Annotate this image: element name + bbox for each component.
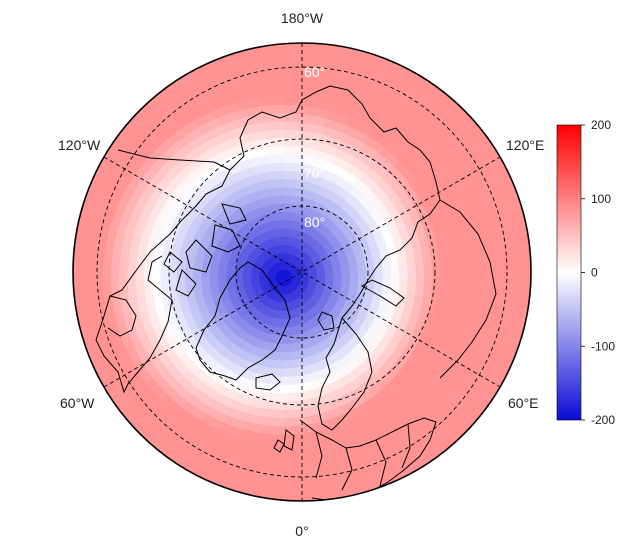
lon-label-upper-right: 120°E [506,137,544,153]
lon-label-top: 180°W [281,10,324,26]
field-cell [284,269,286,278]
russia-interior-border [439,199,497,379]
field-cell [284,272,291,278]
field-cell [284,271,290,278]
colorbar-tick-label: -100 [591,339,615,353]
field-cell [278,278,284,286]
field-cell [275,275,284,278]
british-isles [273,429,295,453]
graticule [96,43,508,501]
field-cell [282,278,284,287]
lon-label-lower-right: 60°E [508,395,539,411]
lon-label-lower-left: 60°W [60,395,95,411]
scandinavia-coast [317,316,373,431]
field-cell [284,270,290,278]
field-cell [275,278,284,280]
alaska-coast [229,85,349,171]
field-cell [275,276,284,278]
greenland-coast [195,261,291,381]
field-cell [284,278,292,282]
field-cell [276,274,284,278]
lon-label-bottom: 0° [295,523,308,539]
colorbar-tick-label: 200 [591,118,611,132]
field-cell [278,270,284,278]
field-cell [284,273,292,278]
meridian-60-240 [103,156,501,388]
field-cell [278,271,284,278]
field-cell [284,276,293,278]
field-cell [284,278,293,280]
colorbar-gradient [556,124,582,421]
novaya-zemlya [361,279,405,307]
field-cell [275,278,284,281]
field-cell [276,272,284,278]
field-cell [284,278,290,286]
north-america-coast [95,149,231,394]
field-cell [278,278,284,285]
anomaly-field [73,43,531,501]
colorbar: 200 100 0 -100 -200 [556,118,615,427]
field-cell [276,278,284,282]
lat-label-60: 60° [304,64,325,80]
field-cell [284,278,288,286]
lat-label-70: 70° [304,165,325,181]
field-cell [280,270,284,278]
field-cell [277,278,284,284]
field-cell [284,275,293,278]
field-cell [284,278,286,287]
svalbard [317,311,335,331]
field-cell [284,270,289,278]
hudson-bay [107,295,137,337]
colorbar-tick-label: -200 [591,413,615,427]
field-cell [284,270,288,278]
field-cell [277,272,284,278]
field-cell [276,278,284,283]
field-cell [284,272,292,278]
field-cell [282,269,284,278]
field-cell [284,269,287,278]
field-cell [284,274,292,278]
field-cell [276,273,284,278]
iceland [255,373,281,391]
siberia-coast [341,89,441,319]
lon-label-upper-left: 120°W [58,137,101,153]
map-boundary [72,42,532,502]
field-cell [279,270,284,278]
meridian-120-300 [103,156,501,388]
colorbar-tick-label: 0 [591,266,598,280]
field-cell [276,278,284,284]
lat-label-80: 80° [304,214,325,230]
canadian-islands [163,203,247,297]
field-cell [284,278,287,287]
lat-circle-70 [168,138,436,406]
colorbar-tick-label: 100 [591,192,611,206]
lat-circle-60 [96,66,508,478]
field-cell [284,278,289,286]
field-cell [281,278,284,287]
field-cell [284,278,293,281]
field-cell [281,269,284,278]
europe-borders [315,423,411,491]
field-cell [279,278,284,286]
